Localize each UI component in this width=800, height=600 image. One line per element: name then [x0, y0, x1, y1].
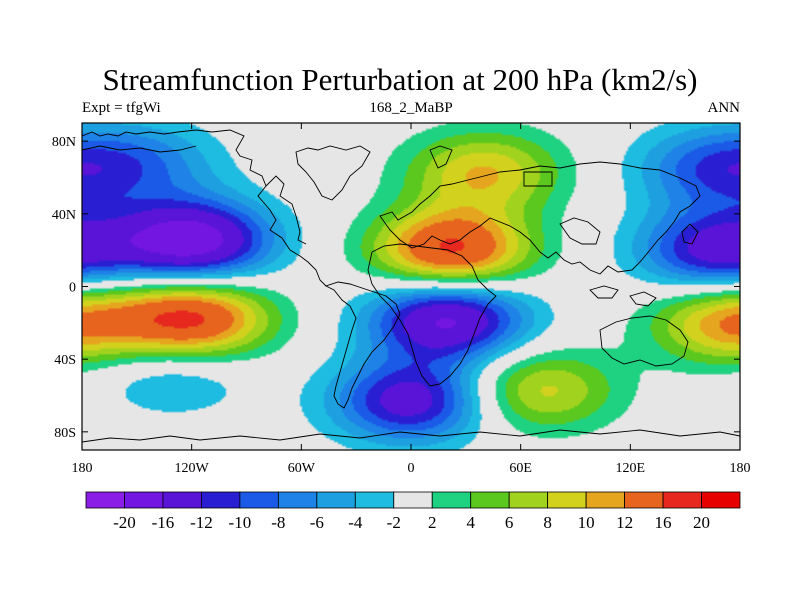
- colorbar-label: -4: [348, 513, 363, 532]
- colorbar-label: -2: [387, 513, 401, 532]
- colorbar-label: 2: [428, 513, 437, 532]
- colorbar-label: 10: [578, 513, 595, 532]
- colorbar-swatch: [431, 491, 472, 509]
- colorbar-label: -8: [271, 513, 285, 532]
- y-tick-label: 40S: [54, 353, 76, 368]
- y-tick-label: 40N: [52, 208, 76, 223]
- colorbar-label: 12: [616, 513, 633, 532]
- x-tick-label: 180: [72, 461, 93, 476]
- x-tick-label: 60W: [288, 461, 316, 476]
- x-tick-label: 120W: [175, 461, 210, 476]
- colorbar-label: -10: [229, 513, 252, 532]
- colorbar-label: 6: [505, 513, 514, 532]
- y-tick-label: 80S: [54, 426, 76, 441]
- y-tick-label: 80N: [52, 135, 76, 150]
- colorbar-label: 8: [543, 513, 552, 532]
- colorbar-label: 20: [693, 513, 710, 532]
- colorbar-swatch: [662, 491, 702, 509]
- colorbar-swatch: [239, 491, 279, 509]
- y-tick-label: 0: [69, 281, 76, 296]
- plot-title: Streamfunction Perturbation at 200 hPa (…: [102, 62, 698, 97]
- colorbar-swatch: [508, 491, 549, 509]
- colorbar-swatch: [354, 491, 395, 509]
- colorbar-swatch: [85, 491, 125, 509]
- contour-fill: [82, 123, 740, 450]
- colorbar-swatch: [162, 491, 202, 509]
- colorbar-swatch: [124, 491, 164, 509]
- colorbar-swatch: [547, 491, 587, 509]
- colorbar-label: 16: [655, 513, 672, 532]
- colorbar-swatch: [393, 491, 433, 509]
- latitude-axis: 80N 40N 0 40S 80S: [52, 135, 740, 441]
- experiment-label: Expt = tfgWi: [82, 100, 161, 116]
- colorbar-swatch: [624, 491, 664, 509]
- colorbar-swatch: [701, 491, 741, 509]
- colorbar-label: -6: [310, 513, 324, 532]
- colorbar: -20 -16 -12 -10 -8 -6 -4 -2 2 4 6 8 10 12 16 20: [85, 491, 741, 532]
- season-label: ANN: [707, 100, 741, 116]
- colorbar-label: 4: [466, 513, 475, 532]
- x-tick-label: 60E: [509, 461, 532, 476]
- colorbar-label: -20: [113, 513, 136, 532]
- colorbar-swatch: [470, 491, 510, 509]
- case-label: 168_2_MaBP: [369, 100, 453, 116]
- colorbar-label: -12: [190, 513, 213, 532]
- longitude-axis: 180 120W 60W 0 60E 120E 180: [72, 123, 751, 476]
- colorbar-swatch: [277, 491, 318, 509]
- x-tick-label: 120E: [616, 461, 646, 476]
- colorbar-swatch: [316, 491, 356, 509]
- x-tick-label: 0: [408, 461, 415, 476]
- colorbar-label: -16: [152, 513, 175, 532]
- x-tick-label: 180: [730, 461, 751, 476]
- colorbar-swatch: [201, 491, 241, 509]
- coastlines: [82, 129, 740, 443]
- colorbar-swatch: [585, 491, 625, 509]
